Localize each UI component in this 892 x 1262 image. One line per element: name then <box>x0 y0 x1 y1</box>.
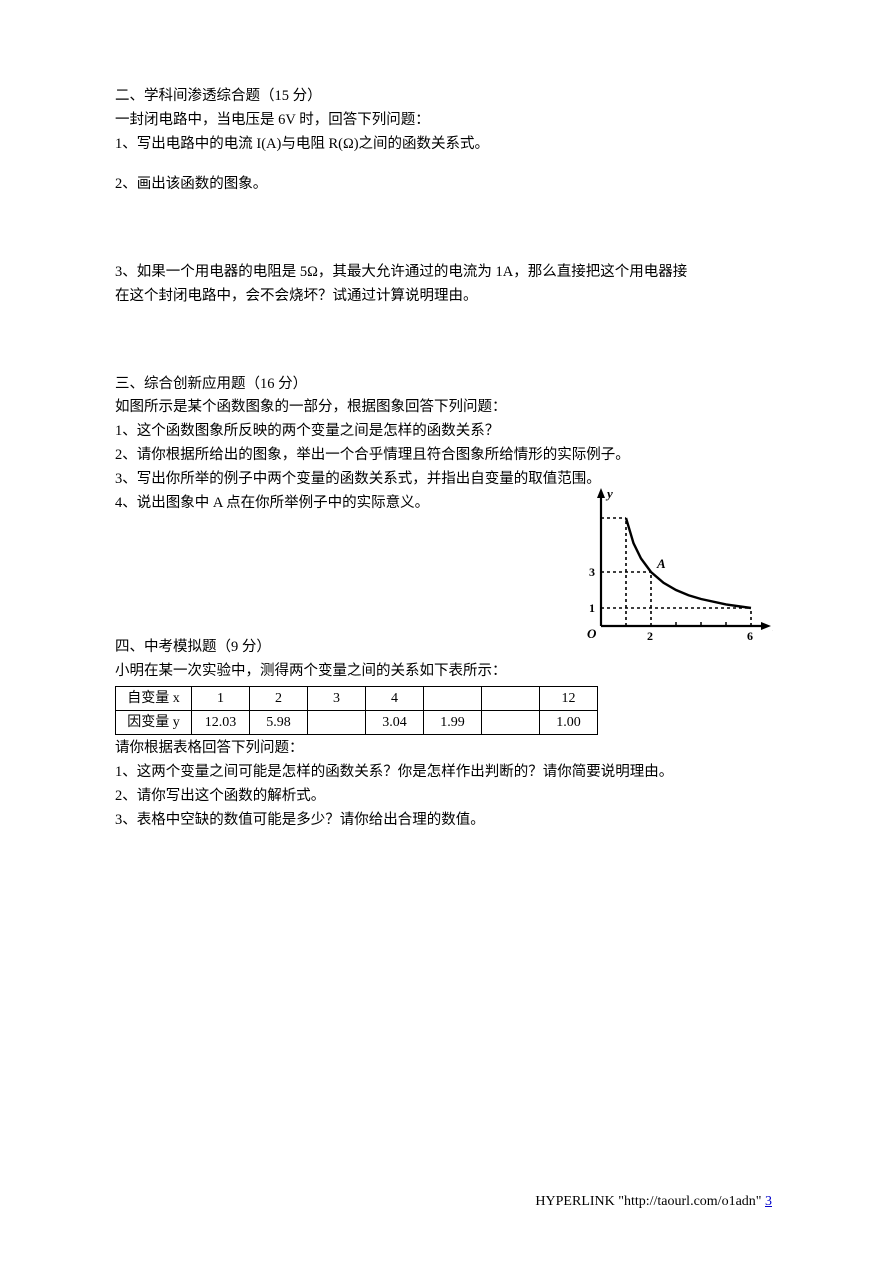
section-3-title: 三、综合创新应用题（16 分） <box>115 373 777 397</box>
table-cell: 5.98 <box>250 711 308 735</box>
svg-text:2: 2 <box>647 629 653 643</box>
section-4-q1: 1、这两个变量之间可能是怎样的函数关系？你是怎样作出判断的？请你简要说明理由。 <box>115 761 777 785</box>
svg-text:6: 6 <box>747 629 753 643</box>
page-footer: HYPERLINK "http://taourl.com/o1adn" 3 <box>535 1194 772 1210</box>
svg-text:x: x <box>772 619 773 634</box>
section-2-q1: 1、写出电路中的电流 I(A)与电阻 R(Ω)之间的函数关系式。 <box>115 133 777 157</box>
table-row: 因变量 y12.035.98 3.041.99 1.00 <box>116 711 598 735</box>
table-cell <box>482 711 540 735</box>
svg-text:A: A <box>656 556 666 571</box>
table-cell: 因变量 y <box>116 711 192 735</box>
data-table: 自变量 x123412因变量 y12.035.983.041.991.00 <box>115 686 598 735</box>
section-2-intro: 一封闭电路中，当电压是 6V 时，回答下列问题： <box>115 109 777 133</box>
section-3-intro: 如图所示是某个函数图象的一部分，根据图象回答下列问题： <box>115 396 777 420</box>
svg-text:O: O <box>587 626 597 641</box>
section-4-intro: 小明在某一次实验中，测得两个变量之间的关系如下表所示： <box>115 660 777 684</box>
svg-text:y: y <box>605 486 613 501</box>
table-row: 自变量 x123412 <box>116 686 598 710</box>
table-cell <box>424 686 482 710</box>
table-cell: 12 <box>540 686 598 710</box>
table-cell: 2 <box>250 686 308 710</box>
table-cell: 4 <box>366 686 424 710</box>
svg-text:3: 3 <box>589 565 595 579</box>
function-graph: Ay x O 1 3 2 6 <box>573 486 773 655</box>
section-4-q3: 3、表格中空缺的数值可能是多少？请你给出合理的数值。 <box>115 809 777 833</box>
section-4-q2: 2、请你写出这个函数的解析式。 <box>115 785 777 809</box>
table-cell <box>482 686 540 710</box>
footer-prefix: HYPERLINK "http://taourl.com/o1adn" <box>535 1194 765 1209</box>
section-3-q1: 1、这个函数图象所反映的两个变量之间是怎样的函数关系？ <box>115 420 777 444</box>
table-cell: 1.99 <box>424 711 482 735</box>
svg-text:1: 1 <box>589 601 595 615</box>
section-2-title: 二、学科间渗透综合题（15 分） <box>115 85 777 109</box>
section-2-q3-line2: 在这个封闭电路中，会不会烧坏？试通过计算说明理由。 <box>115 285 777 309</box>
section-3-q2: 2、请你根据所给出的图象，举出一个合乎情理且符合图象所给情形的实际例子。 <box>115 444 777 468</box>
table-cell: 自变量 x <box>116 686 192 710</box>
section-3-q4: 4、说出图象中 A 点在你所举例子中的实际意义。 <box>115 492 567 516</box>
page-number-link[interactable]: 3 <box>765 1194 772 1209</box>
section-4-title: 四、中考模拟题（9 分） <box>115 636 567 660</box>
section-2-q3-line1: 3、如果一个用电器的电阻是 5Ω，其最大允许通过的电流为 1A，那么直接把这个用… <box>115 261 777 285</box>
table-cell: 3 <box>308 686 366 710</box>
section-2-q2: 2、画出该函数的图象。 <box>115 173 777 197</box>
table-cell: 3.04 <box>366 711 424 735</box>
section-4-after: 请你根据表格回答下列问题： <box>115 737 777 761</box>
table-cell: 12.03 <box>192 711 250 735</box>
table-cell: 1 <box>192 686 250 710</box>
table-cell <box>308 711 366 735</box>
table-cell: 1.00 <box>540 711 598 735</box>
